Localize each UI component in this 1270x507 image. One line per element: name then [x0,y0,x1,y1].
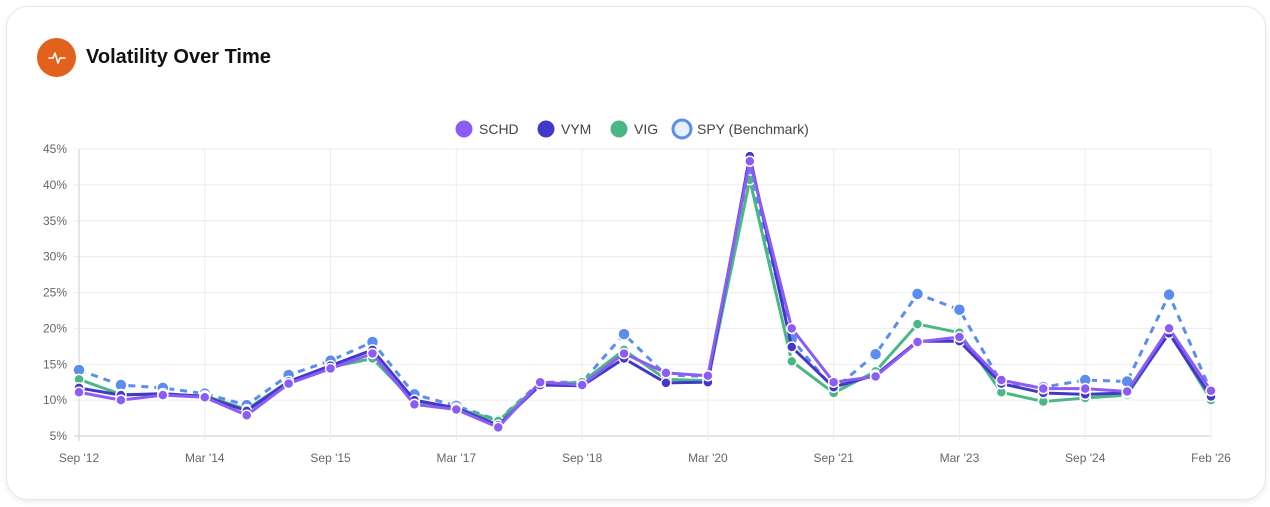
y-tick-label: 45% [43,142,67,156]
legend-marker [455,120,473,138]
y-tick-label: 25% [43,286,67,300]
data-point [702,369,714,382]
legend-label: SPY (Benchmark) [697,121,809,137]
series-line [78,172,1213,422]
y-tick-label: 10% [43,393,67,407]
legend-marker [671,118,693,140]
data-point [911,336,924,348]
data-point [785,322,798,335]
legend-marker [537,120,555,138]
data-point [157,389,169,401]
x-tick-label: Sep '21 [814,451,855,465]
y-tick-label: 15% [43,357,67,371]
data-point [1162,287,1176,302]
data-point [744,155,756,167]
x-tick-label: Mar '20 [688,451,728,465]
data-point [1079,382,1091,395]
x-tick-label: Sep '18 [562,451,603,465]
data-point [199,391,211,404]
series-line [78,159,1213,429]
data-point [995,374,1008,386]
x-tick-label: Sep '24 [1065,451,1106,465]
data-point [785,341,798,353]
data-point [618,347,630,360]
data-point [911,318,924,330]
x-tick-label: Feb '26 [1191,451,1231,465]
series-schd [73,155,1217,434]
x-tick-label: Mar '23 [940,451,980,465]
data-point [576,379,588,391]
data-point [324,362,337,375]
card-header: Volatility Over Time [37,38,271,77]
activity-pulse-icon [37,38,76,77]
legend-item: SCHD [455,120,519,138]
x-tick-label: Sep '12 [59,451,100,465]
data-point [115,394,127,406]
legend-item: VIG [610,120,658,138]
data-point [785,355,798,368]
y-tick-label: 30% [43,250,67,264]
data-point [492,421,505,434]
data-point [660,377,672,389]
data-point [408,398,421,411]
data-point [952,302,967,317]
x-tick-label: Mar '17 [437,451,477,465]
y-tick-label: 5% [50,429,68,443]
data-point [1205,385,1217,397]
legend-item: SPY (Benchmark) [671,118,809,140]
data-point [366,347,379,360]
series-line [78,154,1213,427]
legend-label: SCHD [479,121,519,137]
data-point [910,287,925,301]
volatility-card: Volatility Over Time [6,6,1266,500]
legend-item: VYM [537,120,591,138]
legend-label: VIG [634,121,658,137]
data-point [827,376,840,388]
data-point [240,409,253,421]
card-title: Volatility Over Time [86,46,271,68]
y-tick-label: 35% [43,214,67,228]
legend-marker [610,120,628,138]
x-tick-label: Mar '14 [185,451,225,465]
data-point [534,376,546,388]
data-point [868,347,883,361]
y-tick-label: 20% [43,321,67,335]
data-point [869,370,882,383]
legend-label: VYM [561,121,591,137]
x-tick-label: Sep '15 [310,451,351,465]
data-point [282,377,295,390]
data-point [660,367,672,379]
data-point [1163,322,1175,335]
data-point [953,331,966,343]
data-point [617,327,631,341]
data-point [1121,385,1133,398]
data-point [450,403,463,416]
data-point [73,386,85,398]
data-point [1037,382,1050,395]
y-tick-label: 40% [43,178,67,192]
